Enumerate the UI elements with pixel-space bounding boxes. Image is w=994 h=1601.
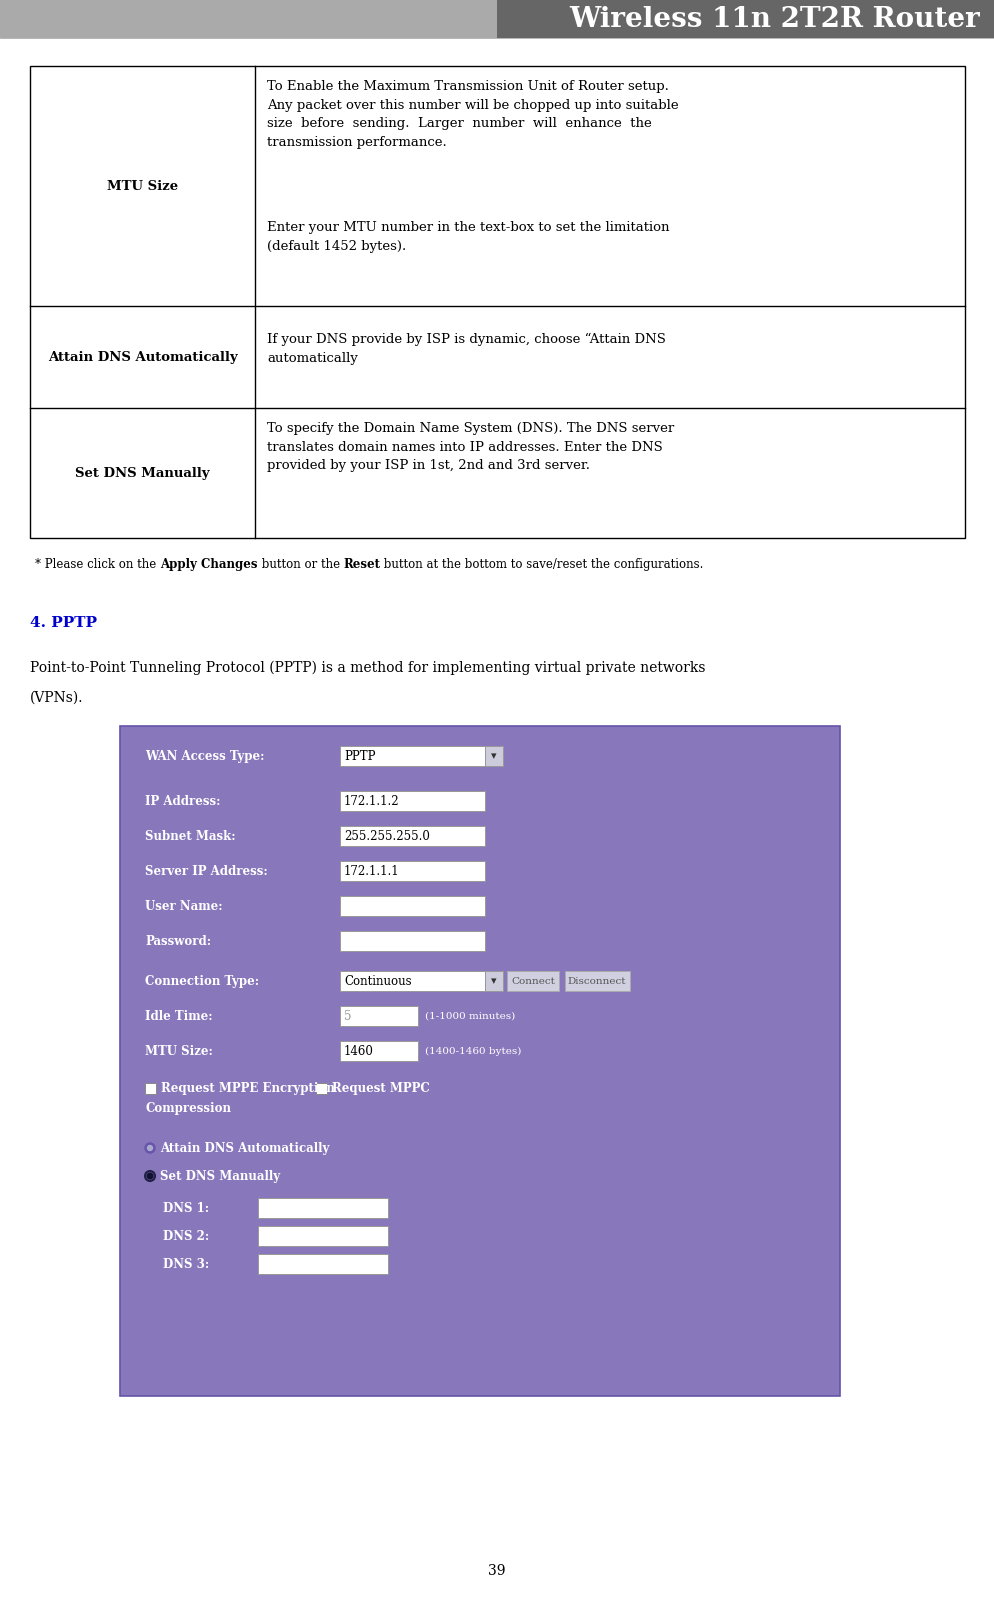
Bar [258,1254,388,1274]
Text: Continuous: Continuous [344,975,412,988]
Text: User Name:: User Name: [145,900,223,913]
Text: 172.1.1.1: 172.1.1.1 [344,865,400,877]
Text: IP Address:: IP Address: [145,794,221,807]
Text: MTU Size: MTU Size [107,179,178,192]
Text: Set DNS Manually: Set DNS Manually [160,1169,280,1183]
Bar [316,1082,327,1093]
Text: button or the: button or the [257,559,343,572]
Circle shape [147,1145,152,1151]
Text: (1400-1460 bytes): (1400-1460 bytes) [425,1047,522,1055]
Text: Wireless 11n 2T2R Router: Wireless 11n 2T2R Router [570,5,980,32]
Circle shape [145,1143,155,1153]
Text: 172.1.1.2: 172.1.1.2 [344,794,400,807]
Text: Request MPPC: Request MPPC [332,1082,429,1095]
Bar [340,826,485,845]
Text: PPTP: PPTP [344,749,376,762]
Text: Connect: Connect [511,977,555,986]
Bar [485,746,503,765]
Text: Idle Time:: Idle Time: [145,1010,213,1023]
Bar [120,725,840,1396]
Bar [565,970,630,991]
Text: Disconnect: Disconnect [568,977,626,986]
Text: Point-to-Point Tunneling Protocol (PPTP) is a method for implementing virtual pr: Point-to-Point Tunneling Protocol (PPTP)… [30,661,706,676]
Text: 1460: 1460 [344,1044,374,1058]
Bar [340,897,485,916]
Text: 255.255.255.0: 255.255.255.0 [344,829,429,842]
Circle shape [147,1174,153,1178]
Bar [258,1226,388,1246]
Text: 4. PPTP: 4. PPTP [30,616,97,631]
Text: DNS 1:: DNS 1: [163,1201,209,1215]
Text: (VPNs).: (VPNs). [30,692,83,704]
Bar [340,861,485,881]
Bar [0,0,497,38]
Text: Apply Changes: Apply Changes [160,559,257,572]
Bar [340,746,485,765]
Bar [340,970,485,991]
Text: (1-1000 minutes): (1-1000 minutes) [425,1012,515,1020]
Bar [497,0,994,38]
Text: Attain DNS Automatically: Attain DNS Automatically [160,1142,329,1154]
Circle shape [145,1170,155,1182]
Text: If your DNS provide by ISP is dynamic, choose “Attain DNS
automatically: If your DNS provide by ISP is dynamic, c… [267,333,666,365]
Bar [145,1082,156,1093]
Text: Connection Type:: Connection Type: [145,975,259,988]
Text: Attain DNS Automatically: Attain DNS Automatically [48,351,238,363]
Bar [507,970,559,991]
Text: MTU Size:: MTU Size: [145,1044,213,1058]
Bar [485,970,503,991]
Bar [340,1041,418,1061]
Text: DNS 2:: DNS 2: [163,1230,210,1242]
Bar [340,932,485,951]
Text: Enter your MTU number in the text-box to set the limitation
(default 1452 bytes): Enter your MTU number in the text-box to… [267,221,670,253]
Text: Set DNS Manually: Set DNS Manually [76,466,210,480]
Text: ▾: ▾ [491,751,497,760]
Text: 39: 39 [488,1564,506,1579]
Bar [30,66,965,538]
Text: Subnet Mask:: Subnet Mask: [145,829,236,842]
Text: Compression: Compression [145,1101,231,1114]
Text: WAN Access Type:: WAN Access Type: [145,749,264,762]
Text: To specify the Domain Name System (DNS). The DNS server
translates domain names : To specify the Domain Name System (DNS).… [267,423,674,472]
Text: Request MPPE Encryption: Request MPPE Encryption [161,1082,335,1095]
Text: ▾: ▾ [491,977,497,986]
Text: 5: 5 [344,1010,352,1023]
Bar [258,1198,388,1218]
Text: Password:: Password: [145,935,211,948]
Text: To Enable the Maximum Transmission Unit of Router setup.
Any packet over this nu: To Enable the Maximum Transmission Unit … [267,80,679,149]
Bar [340,1005,418,1026]
Text: Server IP Address:: Server IP Address: [145,865,267,877]
Text: button at the bottom to save/reset the configurations.: button at the bottom to save/reset the c… [381,559,704,572]
Text: DNS 3:: DNS 3: [163,1257,210,1271]
Text: Reset: Reset [343,559,381,572]
Text: * Please click on the: * Please click on the [35,559,160,572]
Bar [340,791,485,812]
